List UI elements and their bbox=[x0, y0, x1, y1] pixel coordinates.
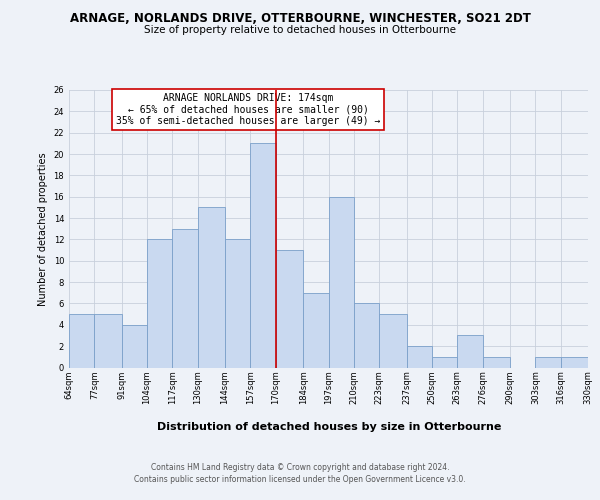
Bar bbox=[122, 325, 147, 368]
Bar bbox=[198, 208, 225, 368]
Bar bbox=[276, 250, 303, 368]
Bar bbox=[560, 357, 588, 368]
Bar bbox=[407, 346, 432, 368]
Bar bbox=[225, 240, 250, 368]
Bar bbox=[354, 304, 379, 368]
Bar bbox=[147, 240, 172, 368]
Text: Size of property relative to detached houses in Otterbourne: Size of property relative to detached ho… bbox=[144, 25, 456, 35]
Bar bbox=[379, 314, 407, 368]
Text: Contains HM Land Registry data © Crown copyright and database right 2024.
Contai: Contains HM Land Registry data © Crown c… bbox=[134, 462, 466, 484]
Bar bbox=[535, 357, 560, 368]
Text: ARNAGE NORLANDS DRIVE: 174sqm
← 65% of detached houses are smaller (90)
35% of s: ARNAGE NORLANDS DRIVE: 174sqm ← 65% of d… bbox=[116, 93, 380, 126]
Y-axis label: Number of detached properties: Number of detached properties bbox=[38, 152, 48, 306]
Bar bbox=[94, 314, 122, 368]
Bar bbox=[250, 144, 276, 368]
Bar bbox=[303, 293, 329, 368]
Bar bbox=[432, 357, 457, 368]
Text: Distribution of detached houses by size in Otterbourne: Distribution of detached houses by size … bbox=[157, 422, 501, 432]
Bar bbox=[482, 357, 510, 368]
Bar bbox=[457, 336, 482, 368]
Bar bbox=[329, 196, 354, 368]
Bar bbox=[69, 314, 94, 368]
Bar bbox=[172, 229, 198, 368]
Text: ARNAGE, NORLANDS DRIVE, OTTERBOURNE, WINCHESTER, SO21 2DT: ARNAGE, NORLANDS DRIVE, OTTERBOURNE, WIN… bbox=[70, 12, 530, 26]
